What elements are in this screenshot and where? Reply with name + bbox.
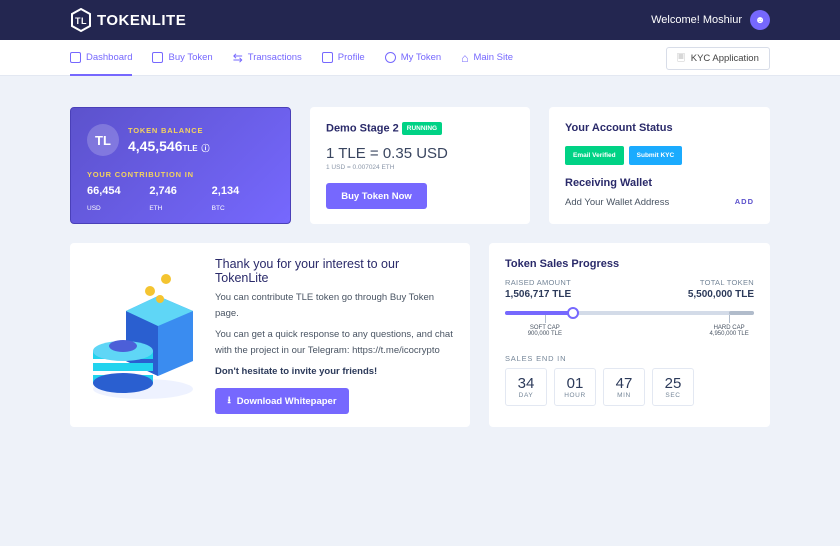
tokens-icon: [384, 52, 396, 63]
countdown-sec: 25 SEC: [652, 368, 694, 406]
raised-amount: 1,506,717 TLE: [505, 289, 572, 300]
exchange-icon: ⇆: [232, 50, 243, 65]
nav-my-token[interactable]: My Token: [384, 40, 441, 76]
progress-knob: [567, 307, 580, 319]
user-avatar[interactable]: ☻: [750, 10, 770, 30]
soft-cap: SOFT CAP 900,000 TLE: [527, 325, 562, 337]
home-icon: ⌂: [461, 50, 469, 65]
stage-card: Demo Stage 2 RUNNING 1 TLE = 0.35 USD 1 U…: [310, 107, 530, 224]
contribution-eth: 2,746 ETH: [149, 185, 177, 212]
total-token: 5,500,000 TLE: [687, 289, 754, 300]
contribution-btc: 2,134 BTC: [211, 185, 240, 212]
exchange-rate: 1 USD = 0.007024 ETH: [326, 164, 395, 171]
info-title: Thank you for your interest to our Token…: [215, 257, 400, 285]
kyc-application-button[interactable]: 🗏 KYC Application: [666, 47, 770, 70]
countdown-day: 34 DAY: [505, 368, 547, 406]
welcome-text: Welcome! Moshiur: [651, 14, 742, 26]
top-bar: TL TOKENLITE Welcome! Moshiur ☻: [0, 0, 840, 40]
status-badge: RUNNING: [401, 122, 443, 135]
token-balance-value: 4,45,546: [128, 138, 183, 154]
progress-bar: SOFT CAP 900,000 TLE HARD CAP 4,950,000 TL…: [505, 306, 754, 344]
nav-main-site[interactable]: ⌂ Main Site: [461, 50, 514, 65]
nav-profile[interactable]: Profile: [321, 40, 365, 76]
coins-icon: [152, 52, 164, 63]
countdown: 34 DAY 01 HOUR 47 MIN 25 SEC: [505, 368, 754, 406]
token-balance-label: TOKEN BALANCE: [128, 126, 204, 135]
token-price: 1 TLE = 0.35 USD: [326, 145, 448, 162]
logo-icon: TL: [71, 8, 91, 32]
nav-dashboard[interactable]: Dashboard: [70, 40, 133, 76]
nav-transactions[interactable]: ⇆ Transactions: [232, 50, 302, 65]
coins-illustration: [93, 274, 193, 399]
info-icon[interactable]: ⓘ: [201, 144, 210, 153]
document-icon: 🗏: [677, 52, 685, 64]
countdown-hour: 01 HOUR: [554, 368, 596, 406]
token-balance-card: TL TOKEN BALANCE 4,45,546TLE ⓘ YOUR CONT…: [70, 107, 291, 224]
hard-cap: HARD CAP 4,950,000 TLE: [709, 325, 749, 337]
grid-icon: [70, 52, 81, 63]
sales-progress-card: Token Sales Progress RAISED AMOUNT 1,506,…: [489, 243, 770, 427]
buy-token-button[interactable]: Buy Token Now: [326, 183, 427, 209]
submit-kyc-button[interactable]: Submit KYC: [628, 146, 683, 165]
add-wallet-link[interactable]: ADD: [734, 197, 754, 206]
download-icon: ⭳: [227, 395, 231, 406]
contribution-usd: 66,454 USD: [87, 185, 121, 212]
brand-name: TOKENLITE: [97, 11, 187, 29]
main-nav: Dashboard Buy Token ⇆ Transactions Profil…: [0, 40, 840, 76]
countdown-min: 47 MIN: [603, 368, 645, 406]
info-card: Thank you for your interest to our Token…: [70, 243, 470, 427]
svg-text:TL: TL: [75, 16, 87, 26]
user-card-icon: [321, 52, 333, 63]
token-logo-icon: TL: [87, 124, 119, 156]
download-whitepaper-button[interactable]: ⭳ Download Whitepaper: [215, 388, 349, 414]
email-verified-badge: Email Verified: [565, 146, 624, 165]
nav-buy-token[interactable]: Buy Token: [152, 40, 213, 76]
logo[interactable]: TL TOKENLITE: [70, 8, 186, 32]
account-status-card: Your Account Status Email Verified Submit…: [549, 107, 770, 224]
